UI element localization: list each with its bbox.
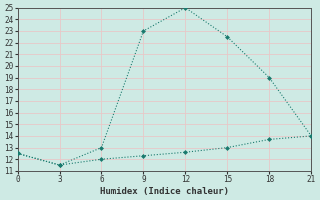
X-axis label: Humidex (Indice chaleur): Humidex (Indice chaleur): [100, 187, 229, 196]
